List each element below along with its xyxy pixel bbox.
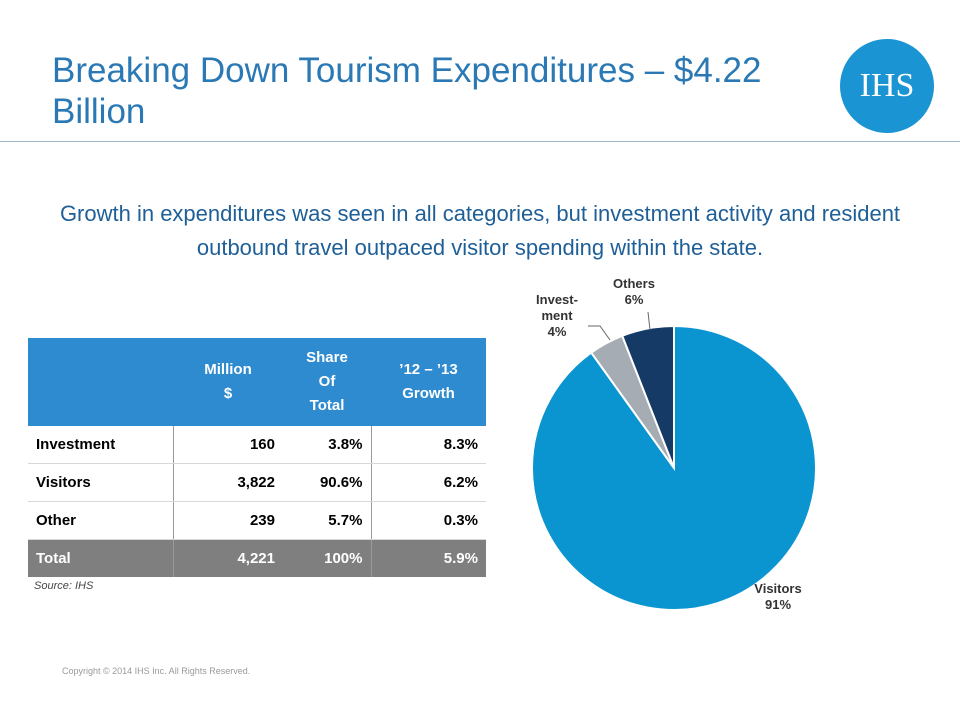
row-label: Investment bbox=[28, 426, 174, 464]
total-share: 100% bbox=[283, 539, 371, 577]
pie-leader-line bbox=[647, 311, 651, 331]
pie-label-line: 6% bbox=[625, 292, 644, 307]
source-note: Source: IHS bbox=[34, 580, 94, 592]
copyright-notice: Copyright © 2014 IHS Inc. All Rights Res… bbox=[62, 666, 251, 676]
table-row: Visitors 3,822 90.6% 6.2% bbox=[28, 463, 486, 502]
title-divider bbox=[0, 141, 960, 142]
row-label: Other bbox=[28, 501, 174, 540]
pie-label: Others 6% bbox=[613, 276, 655, 307]
page-title: Breaking Down Tourism Expenditures – $4.… bbox=[52, 51, 762, 131]
pie-label-line: Others bbox=[613, 276, 655, 291]
pie-label-line: 91% bbox=[765, 597, 791, 612]
header-cell-growth: ’12 – ’13 Growth bbox=[371, 338, 486, 426]
expenditures-table: Million $ Share Of Total ’12 – ’13 Growt… bbox=[28, 338, 486, 577]
row-label: Visitors bbox=[28, 463, 174, 502]
header-cell-category bbox=[28, 338, 173, 426]
pie-label: Visitors 91% bbox=[754, 581, 801, 612]
pie-slice-others bbox=[620, 324, 675, 469]
row-million: 239 bbox=[173, 501, 283, 540]
table-row: Investment 160 3.8% 8.3% bbox=[28, 426, 486, 464]
row-share: 3.8% bbox=[283, 426, 371, 464]
pie-label-line: ment bbox=[541, 308, 573, 323]
row-million: 3,822 bbox=[173, 463, 283, 502]
row-share: 5.7% bbox=[283, 501, 371, 540]
row-growth: 6.2% bbox=[370, 463, 486, 502]
table-total-row: Total 4,221 100% 5.9% bbox=[28, 539, 486, 577]
row-growth: 0.3% bbox=[370, 501, 486, 540]
pie-label-line: 4% bbox=[548, 324, 567, 339]
total-label: Total bbox=[28, 539, 174, 577]
expenditure-pie-chart: Visitors 91% Invest-ment 4% Others 6% bbox=[531, 276, 817, 612]
total-growth: 5.9% bbox=[370, 539, 486, 577]
table-row: Other 239 5.7% 0.3% bbox=[28, 501, 486, 540]
total-million: 4,221 bbox=[173, 539, 283, 577]
row-million: 160 bbox=[173, 426, 283, 464]
pie-label: Invest-ment 4% bbox=[536, 292, 578, 339]
pie-leader-line bbox=[588, 325, 611, 341]
table-header-row: Million $ Share Of Total ’12 – ’13 Growt… bbox=[28, 338, 486, 426]
subtitle: Growth in expenditures was seen in all c… bbox=[59, 201, 901, 260]
header-cell-million: Million $ bbox=[173, 338, 283, 426]
pie-label-line: Invest- bbox=[536, 292, 578, 307]
header-cell-share: Share Of Total bbox=[283, 338, 371, 426]
pie-label-line: Visitors bbox=[754, 581, 801, 596]
row-growth: 8.3% bbox=[370, 426, 486, 464]
row-share: 90.6% bbox=[283, 463, 371, 502]
ihs-logo: IHS bbox=[840, 39, 934, 133]
